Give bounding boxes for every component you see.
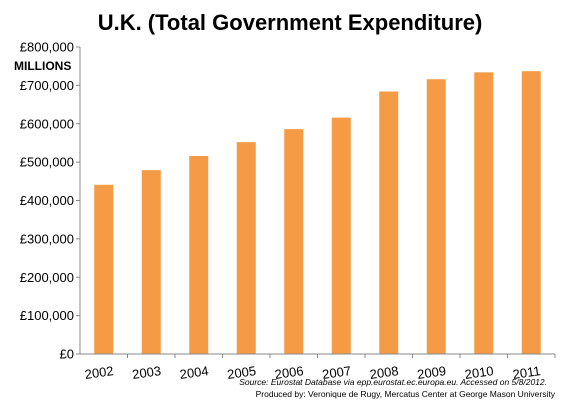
x-tick-label: 2005 xyxy=(226,363,257,382)
credit-note: Produced by: Veronique de Rugy, Mercatus… xyxy=(256,389,556,399)
x-tick-label: 2008 xyxy=(369,363,400,382)
bar-2005 xyxy=(236,142,256,354)
x-tick-label: 2011 xyxy=(512,363,542,382)
chart-title: U.K. (Total Government Expenditure) xyxy=(98,10,483,35)
y-tick-label: £700,000 xyxy=(20,78,74,93)
x-tick-label: 2004 xyxy=(179,363,210,382)
x-tick-label: 2002 xyxy=(84,363,115,382)
x-axis-ticks: 2002 2003 2004 2005 2006 2007 2008 2009 2010 2011 xyxy=(84,354,556,382)
x-tick-label: 2006 xyxy=(274,363,305,382)
bar-2002 xyxy=(94,184,114,354)
bar-2008 xyxy=(379,91,399,354)
bar-2009 xyxy=(426,79,446,355)
x-tick-label: 2009 xyxy=(416,363,447,382)
y-axis-ticks: £0 £100,000 £200,000 £300,000 £400,000 £500,0… xyxy=(20,40,80,362)
y-tick-label: £600,000 xyxy=(20,116,74,131)
y-tick-label: £400,000 xyxy=(20,193,74,208)
y-tick-label: £100,000 xyxy=(20,308,74,323)
bar-2004 xyxy=(189,155,209,354)
bar-2007 xyxy=(331,117,351,354)
bars xyxy=(94,71,541,355)
y-tick-label: £200,000 xyxy=(20,270,74,285)
y-axis-label: MILLIONS xyxy=(14,59,71,73)
bar-2006 xyxy=(284,129,304,354)
y-tick-label: £0 xyxy=(60,347,74,362)
x-tick-label: 2007 xyxy=(321,363,352,382)
x-tick-label: 2003 xyxy=(131,363,162,382)
bar-2003 xyxy=(141,170,161,354)
bar-2010 xyxy=(474,72,494,354)
source-note: Source: Eurostat Database via epp.eurost… xyxy=(239,377,547,387)
y-tick-label: £800,000 xyxy=(20,40,74,55)
y-tick-label: £500,000 xyxy=(20,155,74,170)
x-tick-label: 2010 xyxy=(464,363,495,382)
y-tick-label: £300,000 xyxy=(20,231,74,246)
bar-2011 xyxy=(521,71,541,355)
